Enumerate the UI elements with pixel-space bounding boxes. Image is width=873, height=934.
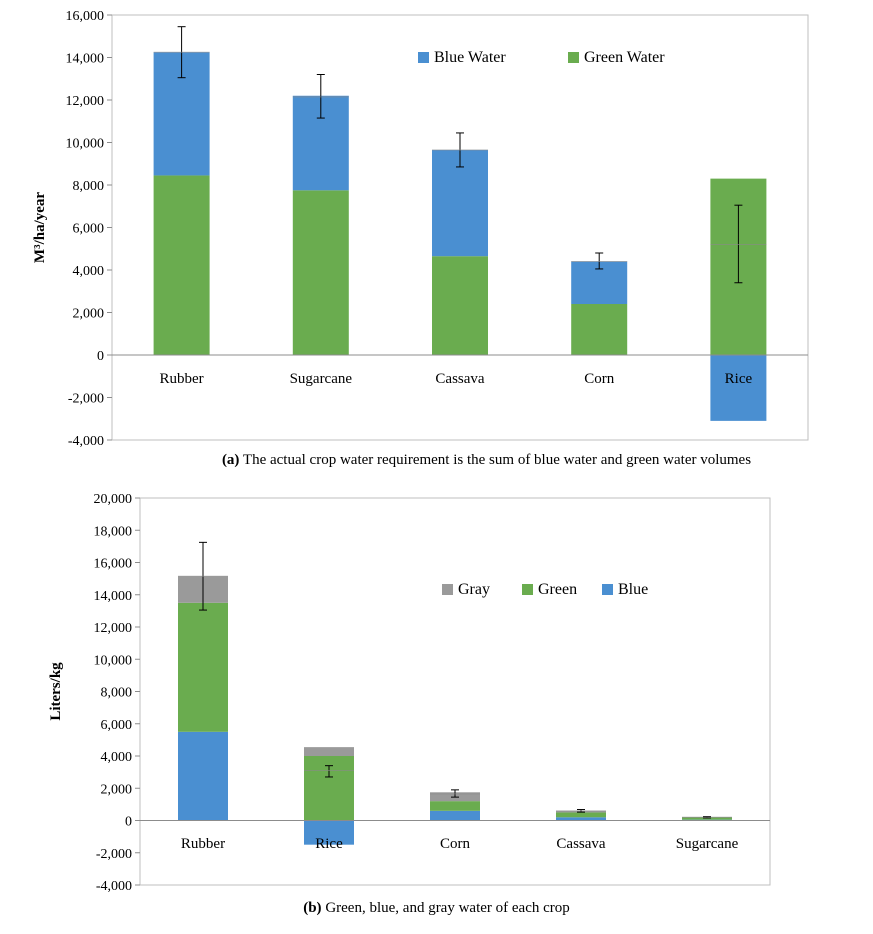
chart-b-bar-green-corn xyxy=(430,801,480,811)
chart-a-ytick-label: 12,000 xyxy=(66,94,105,109)
chart-a-ytick-label: 10,000 xyxy=(66,137,105,152)
chart-b-ytick-label: 20,000 xyxy=(94,492,133,507)
chart-a-category-label-rubber: Rubber xyxy=(160,371,204,387)
chart-a-bar-green-water-cassava xyxy=(432,256,488,355)
chart-a-category-label-rice: Rice xyxy=(725,371,753,387)
chart-b-error-bar-cassava xyxy=(556,809,606,813)
chart-a-legend-swatch-blue-water xyxy=(418,52,429,63)
chart-b-ytick-label: 6,000 xyxy=(101,718,133,733)
chart-a-legend-label-blue-water: Blue Water xyxy=(434,49,506,66)
chart-b-ytick-label: -2,000 xyxy=(96,847,132,862)
chart-a-bar-green-water-sugarcane xyxy=(292,190,349,355)
chart-a-ytick-label: 0 xyxy=(97,349,104,364)
chart-a-error-bar-rice xyxy=(710,204,767,284)
chart-b-legend-label-blue: Blue xyxy=(618,581,648,598)
chart-b-ytick-label: 4,000 xyxy=(101,750,133,765)
chart-b-plot-frame xyxy=(139,497,771,886)
chart-b-bar-blue-rice xyxy=(304,820,354,845)
chart-a-error-bar-cassava xyxy=(432,132,488,168)
chart-a-ytick-label: 8,000 xyxy=(73,179,105,194)
chart-a-ytick-label: 4,000 xyxy=(73,264,105,279)
chart-b-bar-green-sugarcane xyxy=(682,817,732,820)
chart-b-category-label-sugarcane: Sugarcane xyxy=(676,836,739,852)
chart-a-ylabel: M³/ha/year xyxy=(32,192,48,263)
chart-b-error-bar-corn xyxy=(430,789,480,798)
chart-b-error-bar-sugarcane xyxy=(682,816,732,819)
chart-b-ytick-label: 12,000 xyxy=(94,621,133,636)
chart-b-ytick-label: 8,000 xyxy=(101,686,133,701)
chart-panel-b: -4,000 -2,000 0 2,000 4,000 6,000 8,000 10,000 1… xyxy=(0,478,873,934)
chart-b-ytick-label: 14,000 xyxy=(94,589,133,604)
chart-a-caption: The actual crop water requirement is the… xyxy=(242,452,752,468)
chart-b-bar-blue-corn xyxy=(430,810,480,821)
chart-b-bar-green-cassava xyxy=(556,812,606,818)
chart-a-error-bar-sugarcane xyxy=(292,74,349,119)
chart-b-caption-prefix: (b) xyxy=(303,900,322,916)
chart-a-caption-prefix: (a) xyxy=(221,452,240,468)
chart-a-bar-blue-water-cassava xyxy=(432,149,488,257)
chart-b-svg: -4,000 -2,000 0 2,000 4,000 6,000 8,000 10,000 1… xyxy=(48,492,771,894)
chart-panel-a: -4,000 -2,000 0 2,000 4,000 6,000 8,000 10,000 1… xyxy=(0,9,873,469)
chart-a-category-label-cassava: Cassava xyxy=(435,371,484,387)
chart-a-legend-label-green-water: Green Water xyxy=(584,49,665,66)
chart-b-ytick-label: 18,000 xyxy=(94,524,133,539)
chart-a-bar-green-water-corn xyxy=(571,304,628,355)
chart-b-bar-gray-rice xyxy=(304,747,354,756)
chart-a-legend-swatch-green-water xyxy=(568,52,579,63)
chart-b-bar-blue-cassava xyxy=(556,817,606,821)
chart-b-legend-swatch-gray xyxy=(442,584,453,595)
chart-a-ytick-label: 14,000 xyxy=(66,52,105,67)
chart-b-category-label-rice: Rice xyxy=(315,836,343,852)
chart-b-category-label-rubber: Rubber xyxy=(181,836,225,852)
chart-a-ytick-label: -4,000 xyxy=(68,434,104,449)
chart-b-category-label-corn: Corn xyxy=(440,836,471,852)
chart-a-ytick-label: 2,000 xyxy=(73,307,105,322)
chart-b-legend-label-green: Green xyxy=(538,581,577,598)
chart-a-svg: -4,000 -2,000 0 2,000 4,000 6,000 8,000 10,000 1… xyxy=(32,9,809,449)
chart-a-category-label-sugarcane: Sugarcane xyxy=(290,371,353,387)
chart-b-error-bar-rubber xyxy=(178,541,228,611)
chart-b-bar-blue-rubber xyxy=(178,731,228,821)
chart-a-ytick-label: 6,000 xyxy=(73,222,105,237)
chart-b-caption-line: (b) Green, blue, and gray water of each … xyxy=(0,900,873,917)
chart-a-caption-line: (a) The actual crop water requirement is… xyxy=(0,452,873,469)
chart-a-error-bar-corn xyxy=(571,252,628,270)
chart-b-ytick-label: 16,000 xyxy=(94,557,133,572)
chart-b-bar-green-rubber xyxy=(178,602,228,732)
chart-a-bar-blue-water-rice xyxy=(710,355,767,421)
chart-b-ytick-label: 2,000 xyxy=(101,782,133,797)
chart-b-ytick-label: 0 xyxy=(125,815,132,830)
chart-b-legend-swatch-blue xyxy=(602,584,613,595)
chart-a-error-bar-rubber xyxy=(153,26,210,79)
chart-a-ytick-label: -2,000 xyxy=(68,392,104,407)
chart-b-legend-label-gray: Gray xyxy=(458,581,490,598)
chart-a-ytick-label: 16,000 xyxy=(66,9,105,24)
chart-b-ytick-label: 10,000 xyxy=(94,653,133,668)
chart-b-category-label-cassava: Cassava xyxy=(556,836,605,852)
chart-a-bar-green-water-rubber xyxy=(153,175,210,355)
chart-b-legend-swatch-green xyxy=(522,584,533,595)
chart-b-error-bar-rice xyxy=(304,765,354,778)
chart-b-ytick-label: -4,000 xyxy=(96,879,132,894)
chart-b-caption: Green, blue, and gray water of each crop xyxy=(325,900,570,916)
chart-a-category-label-corn: Corn xyxy=(584,371,615,387)
chart-b-ylabel: Liters/kg xyxy=(48,662,64,721)
